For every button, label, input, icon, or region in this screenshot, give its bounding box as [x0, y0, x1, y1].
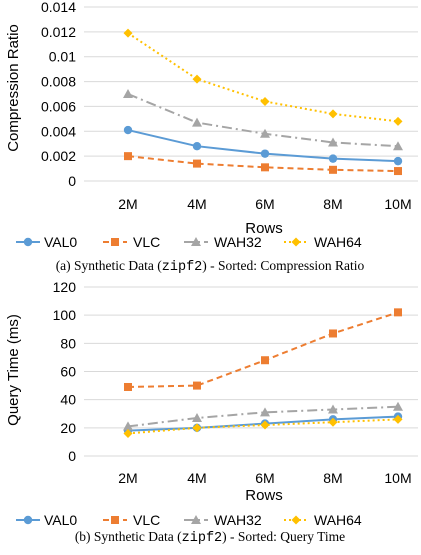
data-point-wah64: [123, 28, 133, 38]
y-tick-label: 0.01: [49, 49, 76, 65]
chart-b-gridlines: [84, 286, 418, 457]
y-tick-label: 80: [60, 335, 76, 351]
legend-label-vlc: VLC: [133, 512, 160, 528]
data-point-vlc: [261, 163, 269, 172]
x-tick-label: 8M: [323, 196, 342, 212]
x-tick-label: 6M: [255, 196, 274, 212]
y-tick-label: 0: [68, 448, 76, 464]
data-point-wah64: [393, 116, 403, 126]
y-tick-label: 0.006: [41, 98, 76, 114]
data-point-wah64: [260, 420, 270, 430]
chart-a-y-axis-label: Compression Ratio: [5, 24, 22, 152]
data-point-wah32: [192, 412, 202, 422]
data-point-wah32: [260, 128, 270, 138]
y-tick-label: 60: [60, 364, 76, 380]
data-point-vlc: [124, 382, 132, 391]
chart-b-y-ticks: 0 20 40 60 80 100 120: [53, 279, 77, 464]
y-tick-label: 20: [60, 420, 76, 436]
data-point-wah32: [260, 407, 270, 417]
x-tick-label: 10M: [384, 196, 411, 212]
data-point-wah64: [192, 423, 202, 433]
y-tick-label: 0.004: [41, 123, 76, 139]
chart-a-y-ticks: 0 0.002 0.004 0.006 0.008 0.01 0.012 0.014: [41, 0, 76, 189]
chart-b-y-axis-label: Query Time (ms): [5, 314, 22, 426]
data-point-val0: [192, 142, 202, 151]
series-line-wah64: [127, 32, 399, 123]
series-line-wah32: [127, 405, 399, 428]
y-tick-label: 0.012: [41, 24, 76, 40]
legend-marker-wah32: [191, 237, 201, 246]
data-point-wah64: [328, 417, 338, 427]
x-tick-label: 2M: [118, 470, 137, 486]
chart-b-series: [123, 308, 403, 438]
legend-marker-val0: [23, 515, 33, 525]
data-point-vlc: [193, 381, 201, 390]
data-point-vlc: [329, 329, 337, 338]
chart-b-caption: (b) Synthetic Data (zipf2) - Sorted: Que…: [75, 529, 345, 546]
x-tick-label: 2M: [118, 196, 137, 212]
legend-label-val0: VAL0: [44, 234, 77, 250]
legend-marker-wah32: [191, 515, 201, 524]
data-point-vlc: [394, 167, 402, 176]
data-point-wah32: [123, 89, 133, 98]
data-point-val0: [328, 154, 338, 163]
legend-label-wah32: WAH32: [214, 234, 262, 250]
legend-marker-wah64: [291, 515, 301, 525]
data-point-vlc: [124, 152, 132, 161]
x-tick-label: 6M: [255, 470, 274, 486]
y-tick-label: 0: [68, 173, 76, 189]
chart-b-legend: VAL0 VLC WAH32 WAH64: [16, 512, 362, 528]
data-point-wah64: [328, 109, 338, 119]
chart-b-x-axis-label: Rows: [245, 487, 283, 504]
chart-a-series: [123, 28, 403, 176]
data-point-val0: [123, 125, 133, 135]
legend-label-vlc: VLC: [133, 234, 160, 250]
x-tick-label: 4M: [187, 470, 206, 486]
data-point-val0: [260, 149, 270, 158]
data-point-wah32: [328, 404, 338, 414]
data-point-wah64: [260, 96, 270, 106]
chart-query-time: 0 20 40 60 80 100 120 2M 4M 6M 8M 10M Query Time (…: [5, 279, 418, 546]
data-point-wah64: [192, 74, 202, 84]
data-point-wah32: [393, 141, 403, 151]
data-point-wah32: [393, 401, 403, 411]
data-point-wah32: [192, 117, 202, 127]
y-tick-label: 0.014: [41, 0, 76, 15]
data-point-wah32: [328, 137, 338, 147]
data-point-vlc: [329, 165, 337, 174]
x-tick-label: 8M: [323, 470, 342, 486]
data-point-val0: [393, 156, 403, 166]
chart-a-gridlines: [84, 6, 418, 182]
legend-label-wah64: WAH64: [314, 512, 362, 528]
chart-a-caption: (a) Synthetic Data (zipf2) - Sorted: Com…: [56, 258, 365, 275]
legend-label-wah64: WAH64: [314, 234, 362, 250]
data-point-vlc: [261, 356, 269, 365]
chart-a-x-ticks: 2M 4M 6M 8M 10M: [118, 196, 411, 212]
legend-label-val0: VAL0: [44, 512, 77, 528]
legend-label-wah32: WAH32: [214, 512, 262, 528]
series-line-wah64: [127, 418, 399, 435]
legend-marker-vlc: [111, 238, 119, 246]
data-point-wah32: [123, 421, 133, 431]
y-tick-label: 0.008: [41, 74, 76, 90]
y-tick-label: 40: [60, 392, 76, 408]
data-point-vlc: [394, 308, 402, 317]
chart-a-x-axis-label: Rows: [245, 220, 283, 237]
y-tick-label: 120: [53, 279, 77, 295]
chart-compression-ratio: 0 0.002 0.004 0.006 0.008 0.01 0.012 0.014 2M 4M…: [5, 0, 418, 275]
data-point-wah64: [393, 414, 403, 424]
legend-marker-val0: [23, 237, 33, 247]
chart-a-legend: VAL0 VLC WAH32 WAH64: [16, 234, 362, 250]
x-tick-label: 4M: [187, 196, 206, 212]
series-line-vlc: [127, 311, 399, 388]
legend-marker-vlc: [111, 516, 119, 524]
chart-b-x-ticks: 2M 4M 6M 8M 10M: [118, 470, 411, 486]
x-tick-label: 10M: [384, 470, 411, 486]
data-point-wah64: [123, 428, 133, 438]
data-point-vlc: [193, 159, 201, 168]
y-tick-label: 100: [53, 307, 77, 323]
y-tick-label: 0.002: [41, 148, 76, 164]
legend-marker-wah64: [291, 237, 301, 247]
